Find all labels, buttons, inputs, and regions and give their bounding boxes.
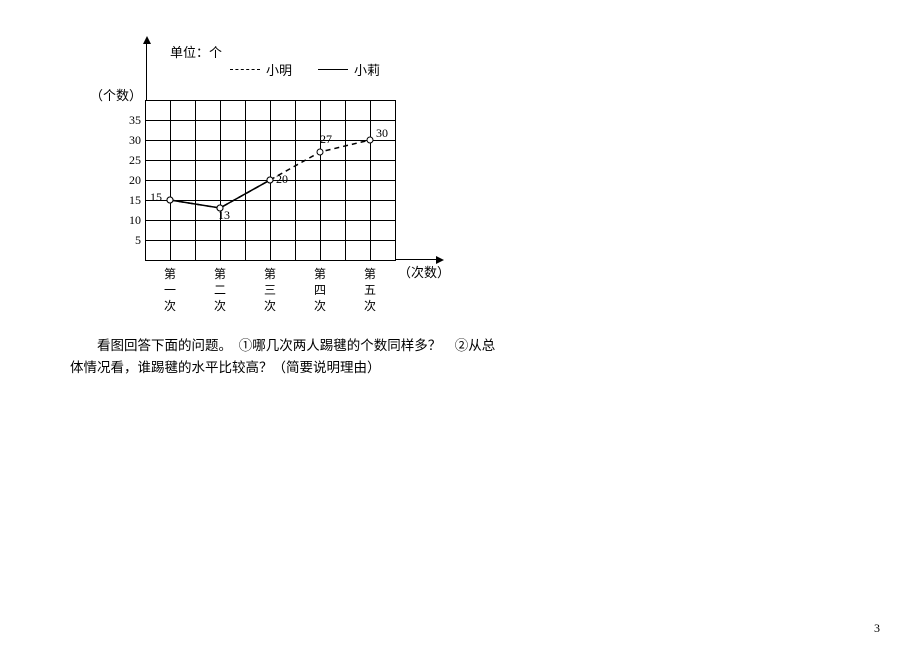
question-line1: 看图回答下面的问题。 ①哪几次两人踢毽的个数同样多？ ②从总 [70, 335, 540, 357]
y-tick: 5 [121, 233, 141, 248]
y-tick: 20 [121, 173, 141, 188]
x-axis-line [395, 259, 437, 260]
y-axis-label: （个数） [90, 85, 142, 104]
x-tick: 第五次 [362, 266, 378, 315]
unit-label: 单位：个 [170, 42, 222, 61]
y-tick: 35 [121, 113, 141, 128]
data-label: 13 [218, 208, 230, 223]
y-tick: 25 [121, 153, 141, 168]
x-axis-arrow-icon [436, 256, 444, 264]
legend-series-b: 小莉 [354, 60, 380, 79]
data-label: 15 [150, 190, 162, 205]
legend-solid-icon [318, 69, 348, 70]
x-tick: 第一次 [162, 266, 178, 315]
data-label: 20 [276, 172, 288, 187]
data-label: 30 [376, 126, 388, 141]
y-tick: 15 [121, 193, 141, 208]
page-number: 3 [874, 621, 880, 636]
legend: 小明 小莉 [230, 60, 380, 79]
y-axis-arrow-icon [143, 36, 151, 44]
legend-dashed-icon [230, 69, 260, 70]
x-tick: 第二次 [212, 266, 228, 315]
legend-series-a: 小明 [266, 60, 292, 79]
y-tick: 10 [121, 213, 141, 228]
data-label: 27 [320, 132, 332, 147]
x-tick: 第三次 [262, 266, 278, 315]
question-line2: 体情况看，谁踢毽的水平比较高？（简要说明理由） [70, 360, 381, 375]
y-axis-line [146, 44, 147, 100]
x-tick: 第四次 [312, 266, 328, 315]
chart-lines [145, 100, 395, 260]
y-tick: 30 [121, 133, 141, 148]
x-axis-label: （次数） [398, 262, 450, 281]
question-text: 看图回答下面的问题。 ①哪几次两人踢毽的个数同样多？ ②从总 体情况看，谁踢毽的… [70, 335, 540, 378]
